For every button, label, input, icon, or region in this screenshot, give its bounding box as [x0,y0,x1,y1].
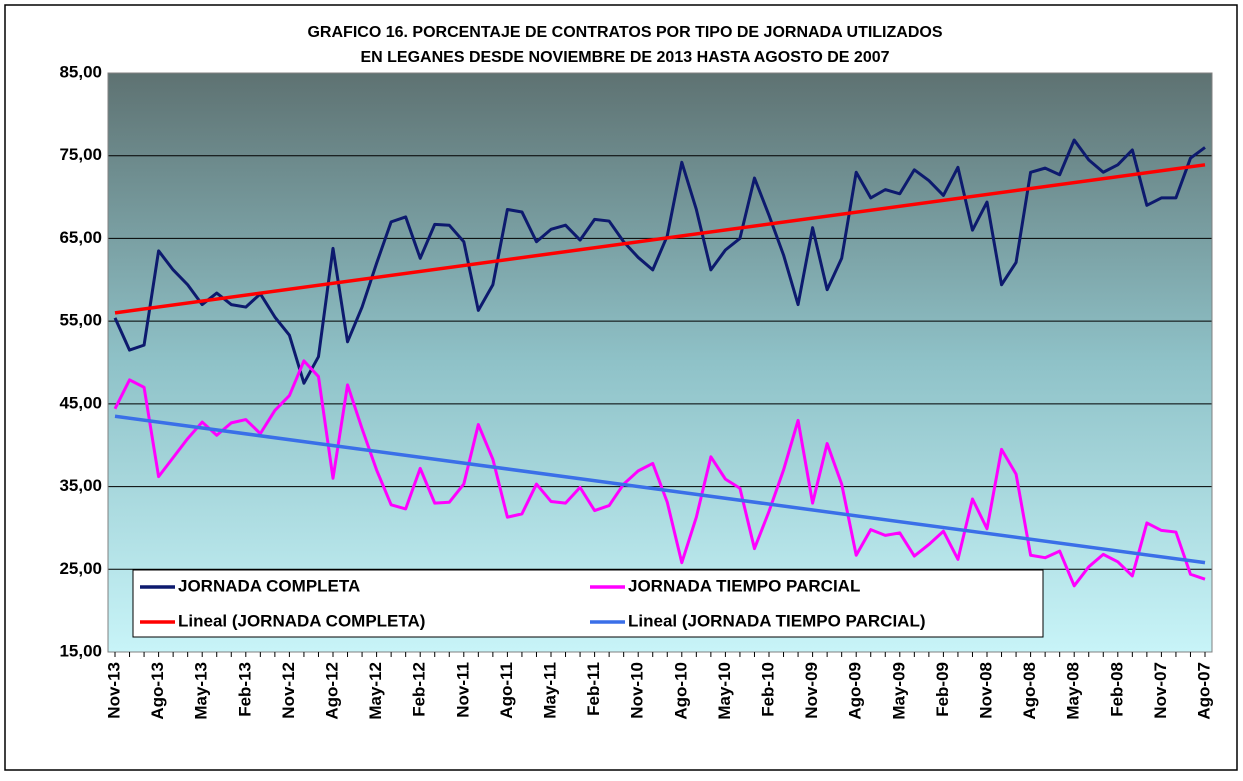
x-tick-label: May-08 [1064,662,1083,720]
y-tick-label: 35,00 [59,476,102,495]
x-tick-label: Ago-09 [846,662,865,720]
x-tick-label: May-09 [889,662,908,720]
series-line [113,359,1206,588]
x-tick-label: May-10 [715,662,734,720]
x-tick-label: Ago-11 [497,662,516,719]
y-tick-label: 45,00 [59,393,102,412]
chart-title: EN LEGANES DESDE NOVIEMBRE DE 2013 HASTA… [360,49,889,66]
y-tick-label: 75,00 [59,145,102,164]
plot-area [108,73,1212,652]
x-tick-label: May-11 [540,662,559,719]
chart-title: GRAFICO 16. PORCENTAJE DE CONTRATOS POR … [307,24,942,41]
x-tick-label: Nov-11 [453,662,472,718]
x-tick-label: Nov-12 [279,662,298,719]
legend-label: JORNADA COMPLETA [178,576,360,595]
x-tick-label: Ago-08 [1020,662,1039,720]
x-tick-label: Ago-07 [1194,662,1213,720]
y-tick-label: 65,00 [59,228,102,247]
trend-line [114,414,1206,565]
legend-label: Lineal (JORNADA COMPLETA) [178,611,425,630]
series-line [113,138,1206,385]
x-tick-label: Ago-10 [671,662,690,720]
legend-label: Lineal (JORNADA TIEMPO PARCIAL) [628,611,926,630]
y-tick-label: 55,00 [59,311,102,330]
x-tick-label: Feb-13 [235,662,254,717]
legend-box [132,569,1044,638]
x-tick-label: Ago-12 [322,662,341,720]
x-tick-label: Nov-07 [1151,662,1170,719]
x-tick-label: Ago-13 [148,662,167,720]
x-tick-label: May-12 [366,662,385,720]
y-tick-label: 25,00 [59,559,102,578]
x-tick-label: Feb-12 [410,662,429,717]
plot-frame [107,72,1213,653]
x-tick-label: Feb-10 [758,662,777,717]
x-tick-label: Nov-13 [104,662,123,719]
legend-label: JORNADA TIEMPO PARCIAL [628,576,860,595]
x-tick-label: May-13 [192,662,211,720]
x-tick-label: Feb-09 [933,662,952,717]
x-tick-label: Feb-11 [584,662,603,716]
x-tick-label: Nov-09 [802,662,821,719]
trend-line [114,163,1206,315]
y-tick-label: 15,00 [59,641,102,660]
y-tick-label: 85,00 [59,62,102,81]
x-tick-label: Nov-08 [976,662,995,719]
x-tick-label: Nov-10 [628,662,647,719]
x-tick-label: Feb-08 [1107,662,1126,717]
